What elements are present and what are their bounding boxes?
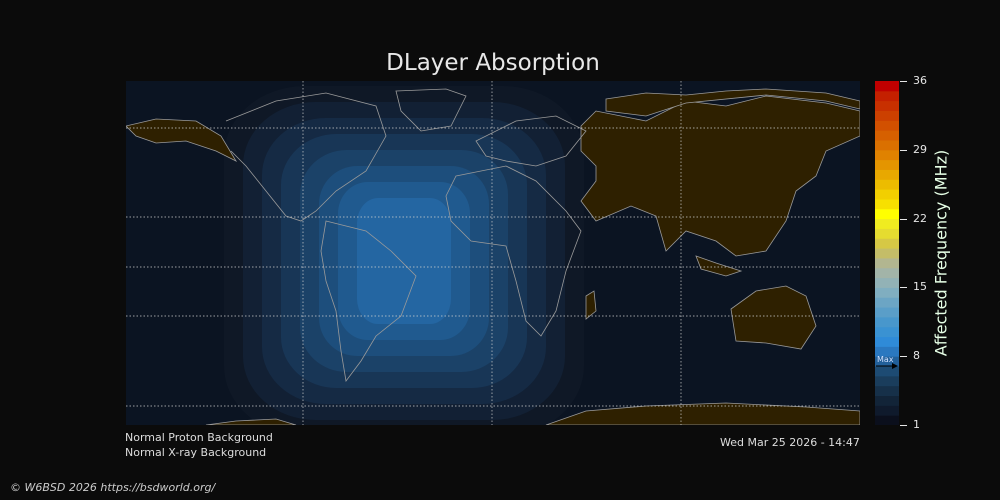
colorbar-band <box>875 297 899 308</box>
colorbar-band <box>875 326 899 338</box>
colorbar-band <box>875 179 899 190</box>
proton-status: Normal Proton Background <box>125 431 273 444</box>
absorption-contours <box>224 86 584 425</box>
timestamp: Wed Mar 25 2026 - 14:47 <box>720 436 860 449</box>
continent-outlines-over-contours <box>225 88 587 382</box>
land-australia <box>730 285 817 350</box>
colorbar-band <box>875 81 899 92</box>
tick-mark <box>900 81 907 82</box>
colorbar-tick: 8 <box>913 349 920 363</box>
tick-mark <box>900 149 907 151</box>
land-alaska <box>126 118 238 162</box>
coast-europe <box>475 115 587 167</box>
land-eurasia <box>580 95 860 257</box>
coast-greenland <box>395 88 467 132</box>
colorbar-band <box>875 189 899 200</box>
colorbar-band <box>875 346 899 357</box>
colorbar-tick: 29 <box>913 142 927 156</box>
colorbar-band <box>875 149 899 161</box>
colorbar-band <box>875 139 899 151</box>
max-marker-label: Max <box>877 355 894 364</box>
colorbar-band <box>875 307 899 318</box>
colorbar-label: Affected Frequency (MHz) <box>931 149 951 357</box>
land-antarctica-west <box>205 418 297 425</box>
colorbar-band <box>875 366 899 377</box>
colorbar-band <box>875 257 899 269</box>
tick-mark <box>900 425 907 426</box>
colorbar: Max <box>875 81 899 425</box>
colorbar-band <box>875 356 899 367</box>
colorbar-band <box>875 208 899 220</box>
coast-north-america <box>225 92 387 222</box>
coast-south-america <box>320 220 417 382</box>
contour-band <box>357 198 451 324</box>
colorbar-band <box>875 90 899 102</box>
coast-africa <box>445 165 582 337</box>
tick-mark <box>900 218 907 220</box>
chart-title: DLayer Absorption <box>386 50 600 76</box>
landmasses <box>126 88 860 425</box>
tick-mark <box>900 356 907 358</box>
colorbar-band <box>875 238 899 249</box>
colorbar-band <box>875 267 899 279</box>
colorbar-band <box>875 218 899 229</box>
colorbar-band <box>875 100 899 111</box>
colorbar-tick: 15 <box>913 280 927 294</box>
colorbar-band <box>875 405 899 416</box>
max-marker-arrow <box>876 363 898 370</box>
land-madagascar <box>585 290 597 320</box>
colorbar-band <box>875 130 899 141</box>
colorbar-band <box>875 375 899 387</box>
colorbar-band <box>875 110 899 121</box>
colorbar-band <box>875 336 899 347</box>
copyright: © W6BSD 2026 https://bsdworld.org/ <box>10 481 216 494</box>
colorbar-band <box>875 277 899 288</box>
colorbar-band <box>875 169 899 180</box>
colorbar-band <box>875 228 899 239</box>
colorbar-band <box>875 385 899 397</box>
colorbar-band <box>875 120 899 131</box>
gridlines <box>126 81 860 425</box>
absorption-map <box>126 81 860 425</box>
colorbar-band <box>875 316 899 328</box>
colorbar-band <box>875 395 899 406</box>
colorbar-tick: 36 <box>913 74 927 87</box>
land-north-asia <box>605 88 860 117</box>
colorbar-band <box>875 198 899 210</box>
colorbar-tick: 1 <box>913 418 920 431</box>
colorbar-band <box>875 287 899 298</box>
colorbar-band <box>875 248 899 259</box>
colorbar-tick: 22 <box>913 211 927 225</box>
xray-status: Normal X-ray Background <box>125 446 267 459</box>
land-antarctica <box>545 402 860 425</box>
tick-mark <box>900 287 907 289</box>
colorbar-band <box>875 159 899 170</box>
colorbar-band <box>875 415 899 425</box>
